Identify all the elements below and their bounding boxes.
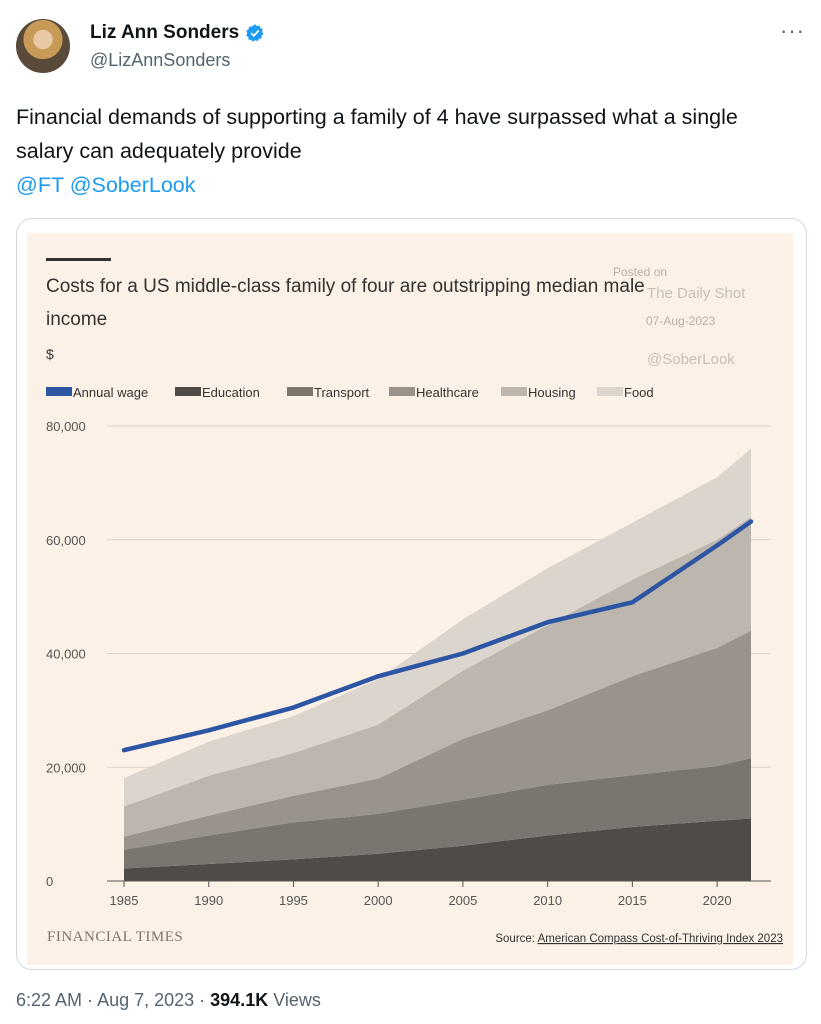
x-tick-label-2005: 2005	[448, 893, 477, 908]
stacked-areas	[124, 448, 751, 881]
legend-label-healthcare: Healthcare	[416, 385, 479, 400]
source-link: American Compass Cost-of-Thriving Index …	[538, 933, 783, 945]
x-tick-label-2010: 2010	[533, 893, 562, 908]
area-food	[124, 448, 751, 807]
legend-label-transport: Transport	[314, 385, 370, 400]
mention-soberlook[interactable]: @SoberLook	[69, 173, 196, 197]
chart-svg: Costs for a US middle-class family of fo…	[46, 258, 783, 945]
x-axis: 1985 1990 1995 2000 2005 2010 2015 2020	[107, 880, 771, 908]
source-text: Source: American Compass Cost-of-Thrivin…	[495, 933, 783, 945]
tweet-mentions: @FT @SoberLook	[16, 168, 196, 202]
area-education	[124, 818, 751, 881]
chart-legend: Annual wage Education Transport Healthcare H…	[46, 385, 654, 400]
wage-line	[121, 519, 754, 753]
legend-swatch-food	[597, 387, 623, 396]
legend-label-housing: Housing	[528, 385, 576, 400]
mention-ft[interactable]: @FT	[16, 173, 64, 197]
area-transport	[124, 758, 751, 869]
y-tick-label-40000: 40,000	[46, 647, 86, 662]
author-handle[interactable]: @LizAnnSonders	[90, 50, 231, 70]
tweet-meta: 6:22 AM · Aug 7, 2023 · 394.1K Views	[16, 990, 321, 1010]
legend-swatch-education	[175, 387, 201, 396]
chart-title-line2: income	[46, 309, 107, 330]
y-tick-label-20000: 20,000	[46, 760, 86, 775]
views-count: 394.1K	[210, 990, 269, 1010]
x-tick-label-1990: 1990	[194, 893, 223, 908]
views-label: Views	[273, 990, 321, 1010]
watermark-site: The Daily Shot	[647, 285, 746, 302]
watermark-handle: @SoberLook	[647, 351, 735, 368]
y-tick-label-60000: 60,000	[46, 533, 86, 548]
legend-swatch-housing	[501, 387, 527, 396]
verified-badge-icon	[246, 24, 264, 42]
area-housing	[124, 517, 751, 837]
y-axis-unit: $	[46, 346, 54, 362]
legend-label-food: Food	[624, 385, 654, 400]
watermark-date: 07-Aug-2023	[646, 314, 716, 328]
author-name[interactable]: Liz Ann Sonders	[90, 22, 240, 43]
watermark-posted-on: Posted on	[613, 265, 667, 279]
x-tick-label-2000: 2000	[364, 893, 393, 908]
chart-image-card[interactable]: Costs for a US middle-class family of fo…	[16, 218, 807, 970]
legend-swatch-healthcare	[389, 387, 415, 396]
tweet-date[interactable]: Aug 7, 2023	[97, 990, 195, 1010]
author-avatar[interactable]	[16, 19, 70, 73]
legend-swatch-annual-wage	[46, 387, 72, 396]
wage-line-group	[121, 519, 754, 753]
legend-label-education: Education	[202, 385, 260, 400]
publisher-label: FINANCIAL TIMES	[47, 929, 183, 945]
source-label: Source:	[495, 933, 535, 945]
tweet-text: Financial demands of supporting a family…	[16, 105, 738, 163]
x-tick-label-1995: 1995	[279, 893, 308, 908]
x-tick-label-1985: 1985	[110, 893, 139, 908]
more-options-icon[interactable]: ···	[780, 18, 805, 43]
legend-swatch-transport	[287, 387, 313, 396]
area-healthcare	[124, 630, 751, 850]
x-tick-label-2020: 2020	[703, 893, 732, 908]
chart-title-line1: Costs for a US middle-class family of fo…	[46, 276, 645, 297]
tweet-time[interactable]: 6:22 AM	[16, 990, 83, 1010]
y-tick-label-80000: 80,000	[46, 419, 86, 434]
legend-label-annual-wage: Annual wage	[73, 385, 148, 400]
y-tick-label-0: 0	[46, 874, 53, 889]
title-rule	[46, 258, 111, 261]
x-tick-label-2015: 2015	[618, 893, 647, 908]
